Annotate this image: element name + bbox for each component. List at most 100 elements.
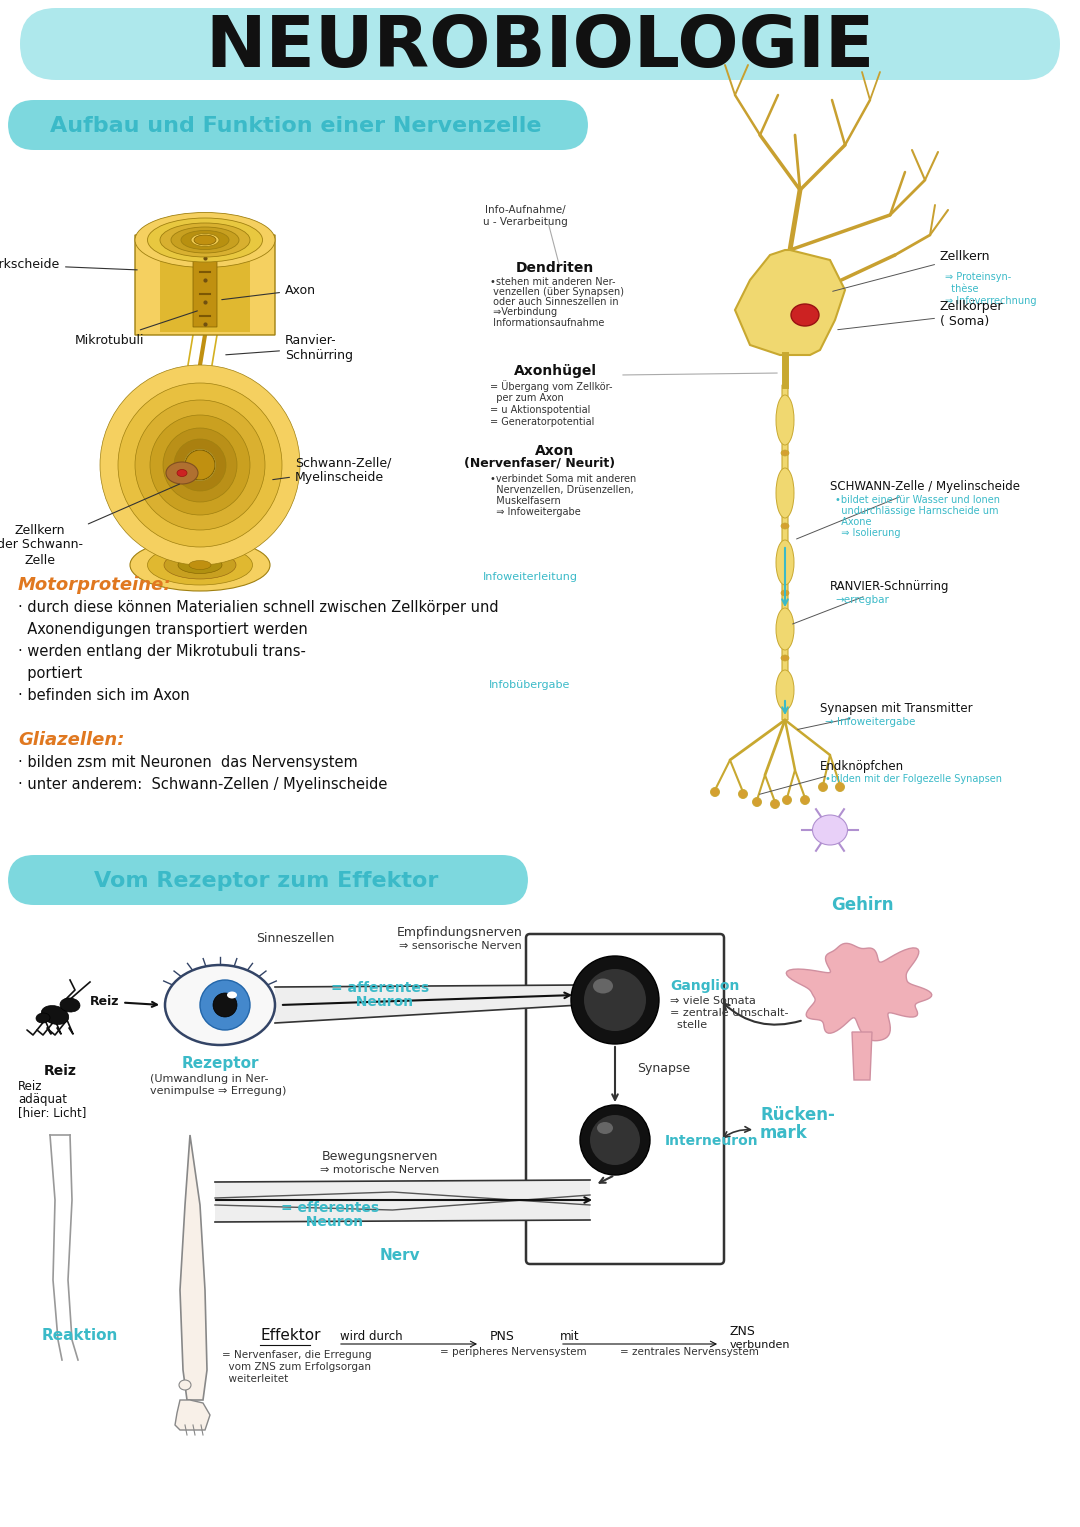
Text: Infobübergabe: Infobübergabe <box>489 680 570 690</box>
Text: wird durch: wird durch <box>340 1330 403 1344</box>
Ellipse shape <box>781 655 789 661</box>
Ellipse shape <box>781 524 789 528</box>
Ellipse shape <box>593 979 613 994</box>
Text: mit: mit <box>561 1330 580 1344</box>
Polygon shape <box>175 1400 210 1429</box>
Ellipse shape <box>36 1012 50 1023</box>
FancyBboxPatch shape <box>135 235 275 334</box>
Ellipse shape <box>60 999 80 1012</box>
Polygon shape <box>275 985 580 1023</box>
Text: ⇒ viele Somata: ⇒ viele Somata <box>670 996 756 1006</box>
Text: mark: mark <box>760 1124 808 1142</box>
Ellipse shape <box>194 235 216 244</box>
Text: ⇒ Infoweitergabe: ⇒ Infoweitergabe <box>490 507 581 518</box>
Text: Reiz: Reiz <box>90 996 157 1008</box>
Ellipse shape <box>571 956 659 1044</box>
Text: •bilden mit der Folgezelle Synapsen: •bilden mit der Folgezelle Synapsen <box>825 774 1002 783</box>
Text: Motorproteine:: Motorproteine: <box>18 576 172 594</box>
Ellipse shape <box>819 782 827 791</box>
Ellipse shape <box>118 383 282 547</box>
Ellipse shape <box>148 218 262 263</box>
Text: = zentrale Umschalt-: = zentrale Umschalt- <box>670 1008 788 1019</box>
Ellipse shape <box>836 782 845 791</box>
Ellipse shape <box>130 539 270 591</box>
Ellipse shape <box>777 541 794 585</box>
Text: verbunden: verbunden <box>730 1341 791 1350</box>
Text: Reiz: Reiz <box>43 1064 77 1078</box>
Ellipse shape <box>200 980 249 1031</box>
Text: · durch diese können Materialien schnell zwischen Zellkörper und: · durch diese können Materialien schnell… <box>18 600 499 615</box>
Ellipse shape <box>227 991 237 999</box>
Text: per zum Axon: per zum Axon <box>490 392 564 403</box>
Text: Info-Aufnahme/
u - Verarbeitung: Info-Aufnahme/ u - Verarbeitung <box>483 205 567 226</box>
Ellipse shape <box>163 428 237 502</box>
Text: Ganglion: Ganglion <box>670 979 740 993</box>
Ellipse shape <box>781 589 789 596</box>
Ellipse shape <box>135 400 265 530</box>
Ellipse shape <box>777 467 794 518</box>
Text: Neuron: Neuron <box>296 1215 364 1229</box>
FancyBboxPatch shape <box>8 855 528 906</box>
Text: Markscheide: Markscheide <box>0 258 137 272</box>
Ellipse shape <box>580 1106 650 1174</box>
Text: •stehen mit anderen Ner-: •stehen mit anderen Ner- <box>490 276 616 287</box>
Polygon shape <box>786 944 932 1041</box>
Text: Effektor: Effektor <box>260 1328 321 1344</box>
Text: Schwann-Zelle/
Myelinscheide: Schwann-Zelle/ Myelinscheide <box>273 457 391 484</box>
Text: Gliazellen:: Gliazellen: <box>18 731 124 750</box>
Text: venimpulse ⇒ Erregung): venimpulse ⇒ Erregung) <box>150 1086 286 1096</box>
Text: ⇒ Proteinsyn-: ⇒ Proteinsyn- <box>945 272 1011 282</box>
Text: Nervenzellen, Drüsenzellen,: Nervenzellen, Drüsenzellen, <box>490 486 634 495</box>
Text: stelle: stelle <box>670 1020 707 1031</box>
FancyBboxPatch shape <box>21 8 1059 79</box>
Text: Bewegungsnerven: Bewegungsnerven <box>322 1150 438 1164</box>
Text: vom ZNS zum Erfolgsorgan: vom ZNS zum Erfolgsorgan <box>222 1362 372 1371</box>
Ellipse shape <box>739 789 747 799</box>
Text: Axon: Axon <box>221 284 316 299</box>
Text: venzellen (über Synapsen): venzellen (über Synapsen) <box>490 287 624 296</box>
Ellipse shape <box>777 395 794 444</box>
Text: = efferentes: = efferentes <box>281 1202 379 1215</box>
Text: Zellkörper
( Soma): Zellkörper ( Soma) <box>838 299 1003 330</box>
Polygon shape <box>215 1180 590 1222</box>
Text: Axon: Axon <box>536 444 575 458</box>
Ellipse shape <box>777 608 794 651</box>
Ellipse shape <box>812 815 848 844</box>
Ellipse shape <box>753 797 761 806</box>
Text: PNS: PNS <box>490 1330 515 1344</box>
Text: undurchlässige Harnscheide um: undurchlässige Harnscheide um <box>835 505 999 516</box>
Ellipse shape <box>160 223 249 257</box>
Text: Dendriten: Dendriten <box>516 261 594 275</box>
Ellipse shape <box>171 228 239 253</box>
Text: Endknöpfchen: Endknöpfchen <box>759 760 904 794</box>
Ellipse shape <box>177 469 187 476</box>
Polygon shape <box>735 250 845 354</box>
Text: Sinneszellen: Sinneszellen <box>256 931 334 945</box>
FancyBboxPatch shape <box>193 244 217 327</box>
Text: adäquat: adäquat <box>18 1093 67 1106</box>
Text: = u Aktionspotential: = u Aktionspotential <box>490 405 591 415</box>
FancyBboxPatch shape <box>782 385 788 721</box>
Ellipse shape <box>791 304 819 325</box>
Text: Muskelfasern: Muskelfasern <box>490 496 561 505</box>
Text: ⇒ motorische Nerven: ⇒ motorische Nerven <box>321 1165 440 1174</box>
Text: Neuron: Neuron <box>347 996 414 1009</box>
Text: ⇒ sensorische Nerven: ⇒ sensorische Nerven <box>399 941 522 951</box>
Text: · befinden sich im Axon: · befinden sich im Axon <box>18 689 190 702</box>
Text: = zentrales Nervensystem: = zentrales Nervensystem <box>620 1347 759 1358</box>
Ellipse shape <box>185 450 215 479</box>
Text: Interneuron: Interneuron <box>665 1135 758 1148</box>
Text: RANVIER-Schnürring: RANVIER-Schnürring <box>793 580 949 625</box>
Ellipse shape <box>711 788 719 797</box>
Text: Axonendigungen transportiert werden: Axonendigungen transportiert werden <box>18 621 308 637</box>
Ellipse shape <box>165 965 275 1044</box>
Text: = Übergang vom Zellkör-: = Übergang vom Zellkör- <box>490 380 612 392</box>
Text: = Nervenfaser, die Erregung: = Nervenfaser, die Erregung <box>222 1350 372 1361</box>
Text: →erregbar: →erregbar <box>835 596 889 605</box>
Ellipse shape <box>184 449 216 481</box>
Text: → Infoweitergabe: → Infoweitergabe <box>825 718 916 727</box>
Polygon shape <box>852 1032 872 1080</box>
Text: Vom Rezeptor zum Effektor: Vom Rezeptor zum Effektor <box>94 870 438 890</box>
Text: Axone: Axone <box>835 518 872 527</box>
Text: (Umwandlung in Ner-: (Umwandlung in Ner- <box>150 1073 269 1084</box>
